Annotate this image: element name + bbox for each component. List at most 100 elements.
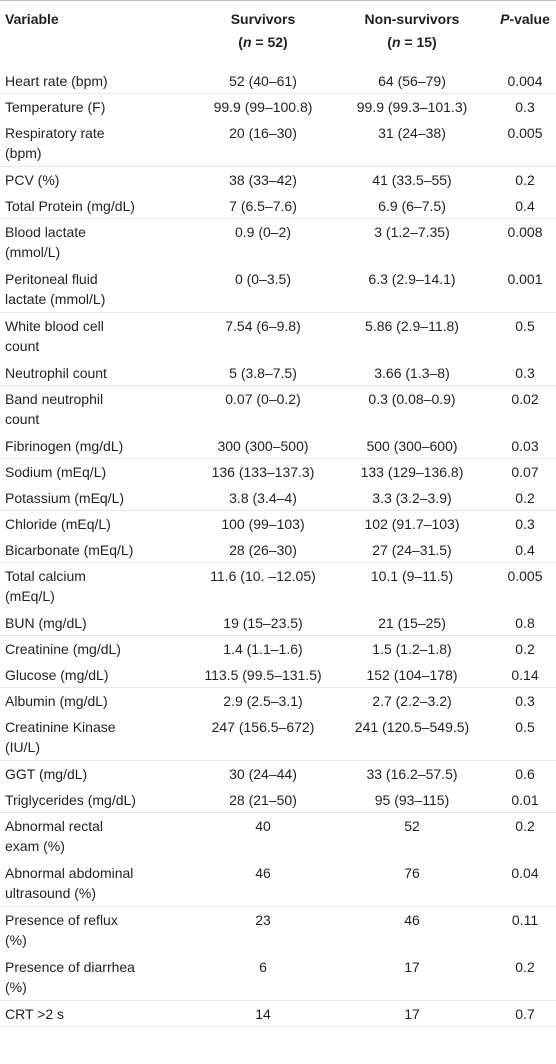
table-row: Potassium (mEq/L) 3.8 (3.4–4) 3.3 (3.2–3.9… xyxy=(0,484,556,511)
cell-p-value: 0.14 xyxy=(511,667,539,683)
header-non-survivors-n: (n = 15) xyxy=(387,34,437,50)
table-header: Variable Survivors (n = 52) Non-survivor… xyxy=(0,0,556,69)
table-row: Abnormal abdominal ultrasound (%) 46 76 0.04 xyxy=(0,859,556,907)
header-variable: Variable xyxy=(5,11,59,27)
cell-non-survivors: 3.66 (1.3–8) xyxy=(374,365,450,381)
cell-p-value: 0.3 xyxy=(515,99,535,115)
cell-non-survivors: 95 (93–115) xyxy=(374,792,450,808)
cell-p-value: 0.11 xyxy=(511,912,539,928)
cell-p-value: 0.2 xyxy=(515,641,535,657)
table-row: Fibrinogen (mg/dL) 300 (300–500) 500 (300–… xyxy=(0,432,556,459)
cell-p-value: 0.4 xyxy=(515,198,535,214)
cell-variable-line: Total Protein (mg/dL) xyxy=(5,198,135,214)
cell-variable-line: (mmol/L) xyxy=(5,244,61,260)
cell-variable-line: Potassium (mEq/L) xyxy=(5,490,125,506)
cell-variable-line: Abnormal abdominal xyxy=(5,865,134,881)
cell-survivors: 11.6 (10. –12.05) xyxy=(210,568,316,584)
cell-variable-line: exam (%) xyxy=(5,838,65,854)
cell-p-value: 0.01 xyxy=(511,792,539,808)
cell-p-value: 0.2 xyxy=(515,172,535,188)
cell-variable-line: (%) xyxy=(5,979,27,995)
cell-variable: White blood cell count xyxy=(5,316,185,356)
table-row: GGT (mg/dL) 30 (24–44) 33 (16.2–57.5) 0.6 xyxy=(0,760,556,787)
cell-p-value: 0.04 xyxy=(511,865,539,881)
cell-variable-line: (bpm) xyxy=(5,145,42,161)
cell-variable: Respiratory rate (bpm) xyxy=(5,123,185,163)
cell-non-survivors: 152 (104–178) xyxy=(366,667,458,683)
cell-variable: Total calcium (mEq/L) xyxy=(5,566,185,606)
table-row: Sodium (mEq/L) 136 (133–137.3) 133 (129–13… xyxy=(0,458,556,485)
cell-variable: Presence of reflux (%) xyxy=(5,910,185,950)
cell-survivors: 113.5 (99.5–131.5) xyxy=(204,667,322,683)
cell-variable-line: Band neutrophil xyxy=(5,391,104,407)
cell-variable: Fibrinogen (mg/dL) xyxy=(5,436,185,456)
cell-variable-line: count xyxy=(5,338,40,354)
cell-variable: Creatinine Kinase (IU/L) xyxy=(5,717,185,757)
cell-survivors: 247 (156.5–672) xyxy=(211,719,315,735)
cell-non-survivors: 102 (91.7–103) xyxy=(364,516,460,532)
table-row: White blood cell count 7.54 (6–9.8) 5.86 (2… xyxy=(0,312,556,360)
cell-variable: Peritoneal fluid lactate (mmol/L) xyxy=(5,269,185,309)
cell-survivors: 6 xyxy=(259,959,267,975)
table-row: Creatinine (mg/dL) 1.4 (1.1–1.6) 1.5 (1.2–… xyxy=(0,635,556,662)
cell-survivors: 136 (133–137.3) xyxy=(211,464,315,480)
header-non-survivors-label: Non-survivors xyxy=(364,11,460,27)
cell-survivors: 300 (300–500) xyxy=(217,438,309,454)
table-row: Albumin (mg/dL) 2.9 (2.5–3.1) 2.7 (2.2–3.2… xyxy=(0,687,556,714)
cell-non-survivors: 17 xyxy=(404,1006,420,1022)
table-row: Total calcium (mEq/L) 11.6 (10. –12.05) 10.… xyxy=(0,562,556,610)
cell-survivors: 2.9 (2.5–3.1) xyxy=(223,693,303,709)
table-row: Presence of diarrhea (%) 6 17 0.2 xyxy=(0,953,556,1001)
cell-survivors: 7.54 (6–9.8) xyxy=(225,318,301,334)
table-row: CRT >2 s 14 17 0.7 xyxy=(0,1000,556,1027)
cell-survivors: 38 (33–42) xyxy=(229,172,297,188)
cell-survivors: 5 (3.8–7.5) xyxy=(229,365,297,381)
cell-variable-line: Creatinine (mg/dL) xyxy=(5,641,121,657)
cell-variable-line: (mEq/L) xyxy=(5,588,55,604)
cell-variable: Temperature (F) xyxy=(5,97,185,117)
table-row: Heart rate (bpm) 52 (40–61) 64 (56–79) 0.00… xyxy=(0,67,556,94)
table-row: Neutrophil count 5 (3.8–7.5) 3.66 (1.3–8) 0… xyxy=(0,359,556,386)
header-survivors: Survivors (n = 52) xyxy=(192,8,334,54)
table-row: Abnormal rectal exam (%) 40 52 0.2 xyxy=(0,812,556,860)
cell-survivors: 0.9 (0–2) xyxy=(234,224,292,240)
table-row: Blood lactate (mmol/L) 0.9 (0–2) 3 (1.2–7.3… xyxy=(0,218,556,266)
cell-non-survivors: 1.5 (1.2–1.8) xyxy=(372,641,452,657)
cell-variable-line: Total calcium xyxy=(5,568,86,584)
header-survivors-n: (n = 52) xyxy=(238,34,288,50)
cell-variable-line: Presence of reflux xyxy=(5,912,118,928)
cell-variable-line: Albumin (mg/dL) xyxy=(5,693,108,709)
header-p-value: P-value xyxy=(500,11,550,27)
cell-survivors: 19 (15–23.5) xyxy=(223,615,303,631)
table-row: Total Protein (mg/dL) 7 (6.5–7.6) 6.9 (6–7… xyxy=(0,192,556,219)
cell-variable: Potassium (mEq/L) xyxy=(5,488,185,508)
cell-variable-line: Temperature (F) xyxy=(5,99,106,115)
cell-p-value: 0.008 xyxy=(507,224,543,240)
cell-survivors: 28 (26–30) xyxy=(229,542,297,558)
cell-variable-line: (%) xyxy=(5,932,27,948)
cell-variable: Presence of diarrhea (%) xyxy=(5,957,185,997)
cell-non-survivors: 31 (24–38) xyxy=(378,125,446,141)
cell-variable: BUN (mg/dL) xyxy=(5,613,185,633)
cell-variable-line: Heart rate (bpm) xyxy=(5,73,108,89)
cell-variable-line: Respiratory rate xyxy=(5,125,105,141)
cell-non-survivors: 46 xyxy=(404,912,420,928)
cell-non-survivors: 52 xyxy=(404,818,420,834)
cell-p-value: 0.5 xyxy=(515,719,535,735)
cell-variable-line: (IU/L) xyxy=(5,739,40,755)
cell-survivors: 0.07 (0–0.2) xyxy=(225,391,301,407)
cell-variable-line: Glucose (mg/dL) xyxy=(5,667,109,683)
cell-non-survivors: 500 (300–600) xyxy=(366,438,458,454)
cell-non-survivors: 6.9 (6–7.5) xyxy=(378,198,446,214)
cell-variable: Chloride (mEq/L) xyxy=(5,514,185,534)
cell-non-survivors: 133 (129–136.8) xyxy=(360,464,464,480)
cell-variable: Creatinine (mg/dL) xyxy=(5,639,185,659)
cell-variable: Neutrophil count xyxy=(5,363,185,383)
cell-non-survivors: 64 (56–79) xyxy=(378,73,446,89)
cell-p-value: 0.6 xyxy=(515,766,535,782)
cell-non-survivors: 41 (33.5–55) xyxy=(372,172,452,188)
table-row: Temperature (F) 99.9 (99–100.8) 99.9 (99.3… xyxy=(0,93,556,120)
cell-variable: Total Protein (mg/dL) xyxy=(5,196,185,216)
table-row: Creatinine Kinase (IU/L) 247 (156.5–672) 24… xyxy=(0,713,556,761)
cell-variable-line: GGT (mg/dL) xyxy=(5,766,88,782)
